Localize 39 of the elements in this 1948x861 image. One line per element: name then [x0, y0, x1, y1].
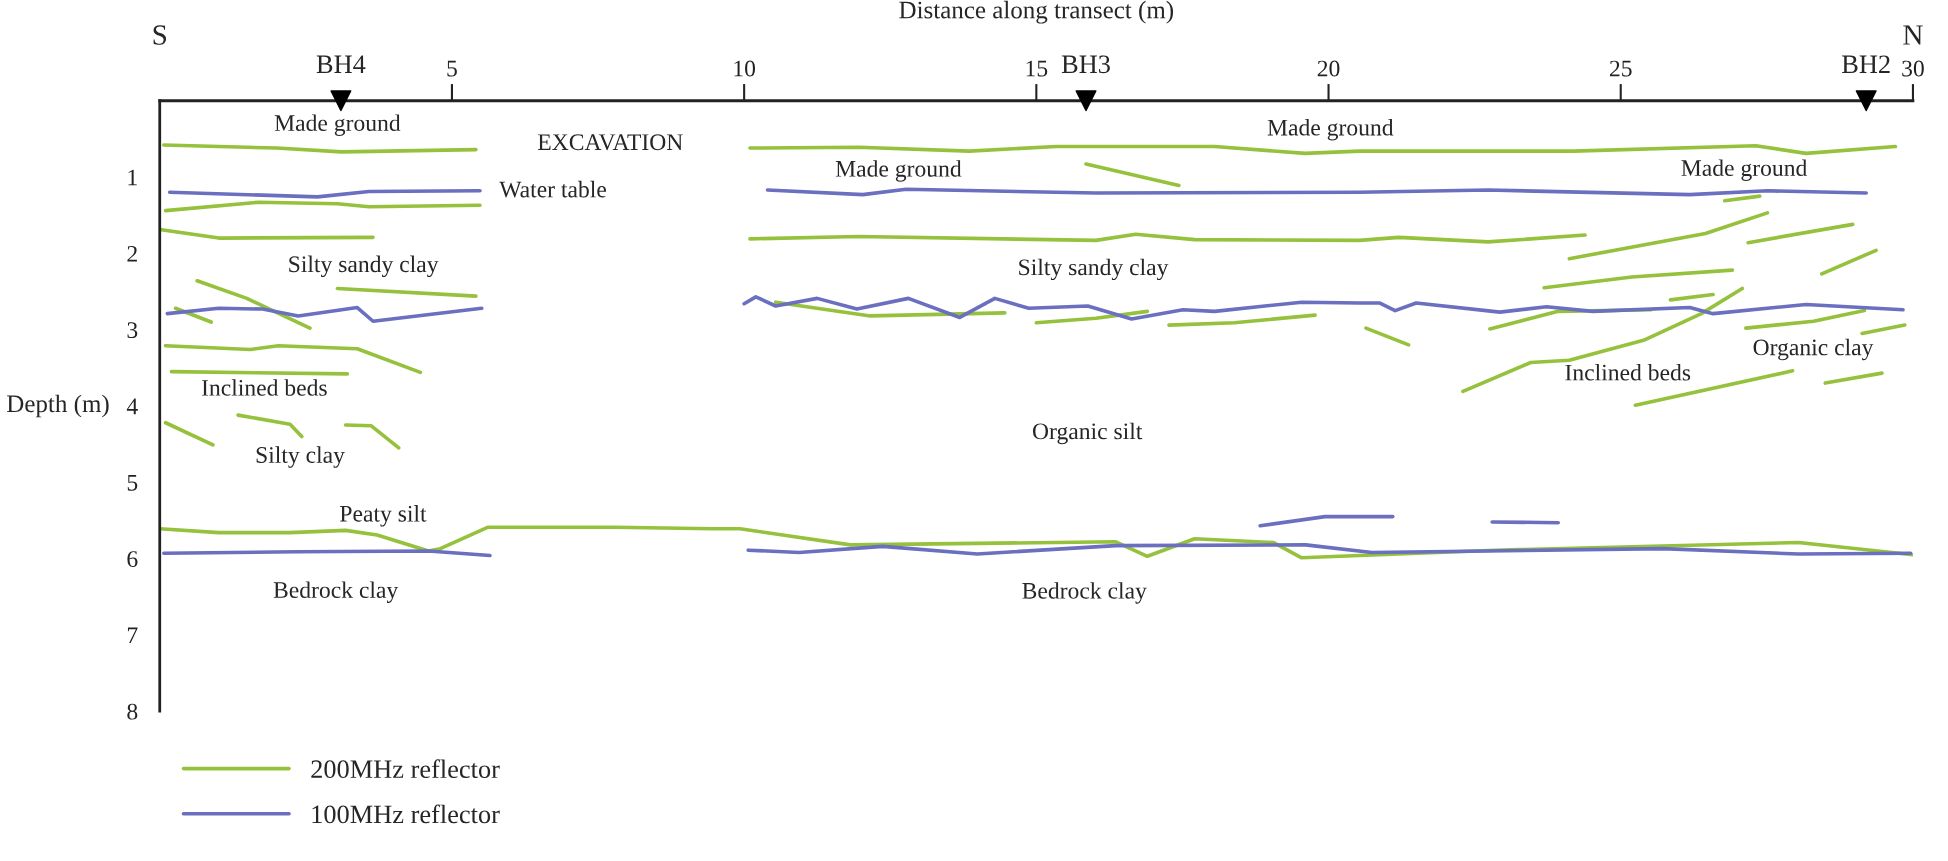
annotation: Bedrock clay [273, 581, 399, 603]
annotation: Silty sandy clay [289, 255, 439, 278]
x-tick-label: 5 [447, 60, 457, 77]
annotation: Made ground [274, 114, 401, 136]
y-axis-title: Depth (m) [7, 394, 109, 418]
annotation: Bedrock clay [1022, 582, 1147, 604]
y-tick-label: 5 [127, 475, 138, 491]
annotation: EXCAVATION [537, 134, 683, 151]
legend-label: 200MHz reflector [311, 759, 500, 779]
annotation: Made ground [1681, 159, 1808, 181]
y-tick-label: 6 [127, 551, 138, 567]
y-tick-label: 8 [127, 703, 138, 720]
annotation: Peaty silt [340, 505, 427, 527]
annotation: Made ground [835, 160, 962, 182]
annotation: BH4 [316, 55, 366, 73]
annotation: Silty clay [256, 446, 345, 468]
y-tick-label: 7 [127, 627, 138, 644]
y-tick-label: 3 [127, 322, 138, 339]
annotation: Silty sandy clay [1019, 258, 1169, 281]
x-tick-label: 15 [1026, 60, 1048, 77]
text: S [153, 25, 167, 45]
annotation: Inclined beds [201, 379, 327, 396]
legend-label: 100MHz reflector [312, 804, 500, 824]
y-tick-label: 1 [128, 169, 137, 186]
annotation: Inclined beds [1565, 363, 1691, 381]
annotation: BH2 [1842, 55, 1890, 73]
annotation: Made ground [1267, 118, 1394, 141]
x-tick-label: 10 [734, 60, 756, 77]
y-tick-label: 2 [127, 245, 137, 262]
annotation: Water table [499, 180, 606, 198]
x-tick-label: 30 [1902, 60, 1924, 77]
text: N [1903, 25, 1923, 45]
y-tick-label: 4 [126, 398, 138, 415]
x-axis-title: Distance along transect (m) [899, 0, 1174, 24]
annotation: BH3 [1061, 55, 1110, 74]
annotation: Organic silt [1032, 422, 1143, 445]
x-tick-label: 20 [1317, 60, 1340, 77]
x-tick-label: 25 [1609, 60, 1632, 77]
annotation: Organic clay [1753, 338, 1874, 361]
